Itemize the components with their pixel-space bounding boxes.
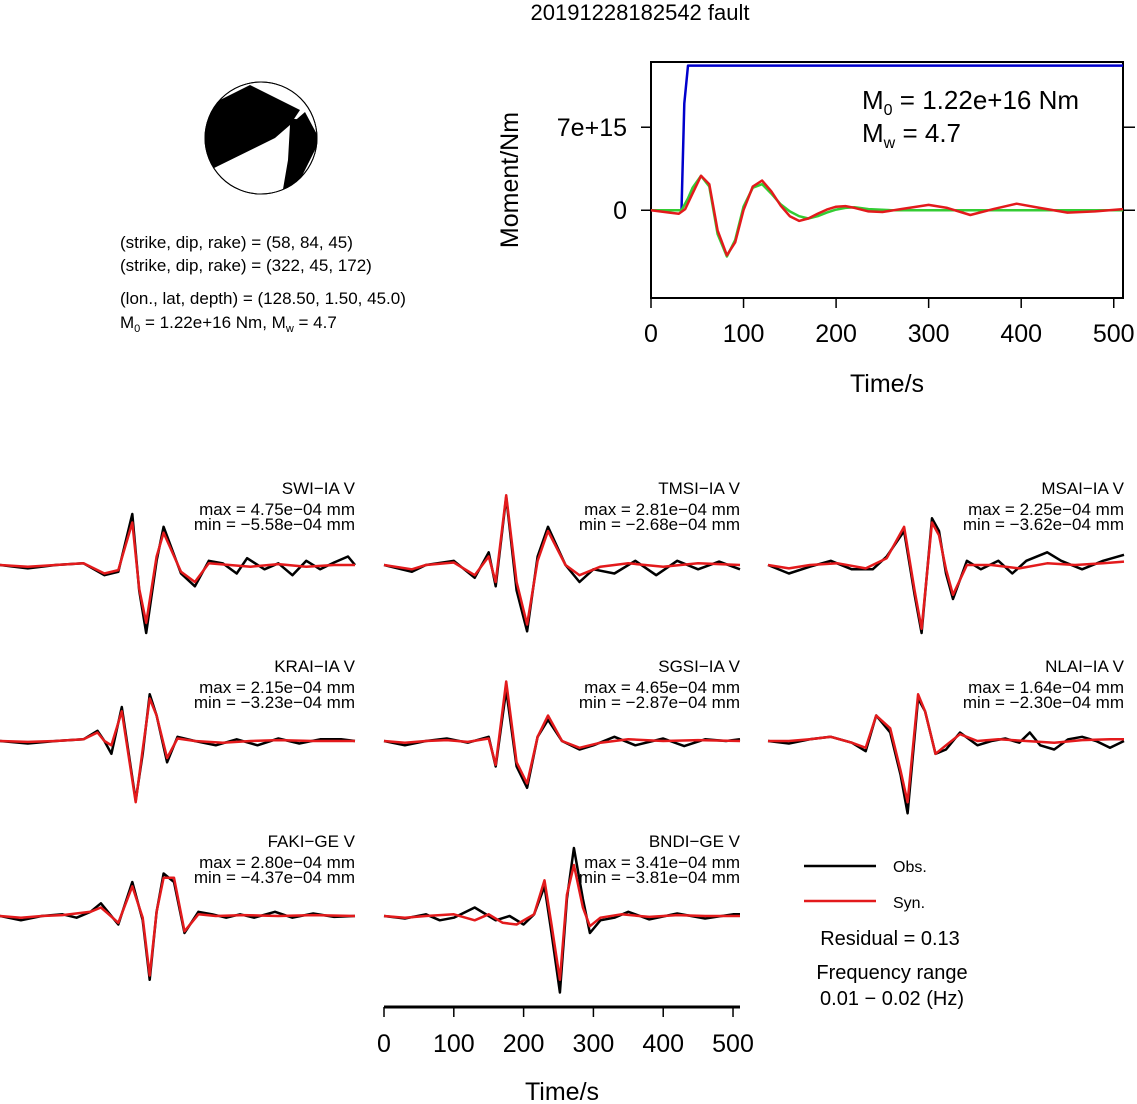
waveform-xlabel: Time/s (525, 1078, 599, 1104)
moment-ylabel: Moment/Nm (496, 112, 524, 248)
moment-xtick-label: 500 (1093, 320, 1135, 348)
mechanism-plane-1: (strike, dip, rake) = (58, 84, 45) (120, 233, 353, 252)
synthetic-waveform (383, 494, 741, 626)
station-min: min = −3.23e−04 mm (194, 693, 355, 712)
station-name: KRAI−IA V (274, 657, 355, 676)
synthetic-waveform (768, 693, 1124, 804)
station-name: SGSI−IA V (658, 657, 740, 676)
mechanism-location: (lon., lat, depth) = (128.50, 1.50, 45.0… (120, 289, 406, 308)
station-min: min = −2.30e−04 mm (963, 693, 1124, 712)
synthetic-waveform (0, 521, 355, 625)
moment-ytick-label: 0 (613, 197, 627, 225)
station-max: max = 2.81e−04 mm (584, 500, 740, 519)
station-min: min = −5.58e−04 mm (194, 515, 355, 534)
frequency-range-value: 0.01 − 0.02 (Hz) (820, 988, 964, 1010)
station-max: max = 2.15e−04 mm (199, 678, 355, 697)
moment-xtick-label: 400 (1000, 320, 1042, 348)
observed-waveform (0, 512, 356, 635)
moment-xtick-label: 0 (644, 320, 658, 348)
station-max: max = 3.41e−04 mm (584, 853, 740, 872)
synthetic-waveform (383, 863, 740, 982)
station-name: MSAI−IA V (1041, 479, 1124, 498)
station-name: SWI−IA V (282, 479, 356, 498)
moment-xtick-label: 200 (815, 320, 857, 348)
moment-xtick-label: 100 (723, 320, 765, 348)
waveform-xtick-label: 300 (573, 1030, 615, 1058)
waveform-xtick-label: 500 (712, 1030, 754, 1058)
station-max: max = 2.80e−04 mm (199, 853, 355, 872)
legend-syn-label: Syn. (893, 895, 925, 912)
frequency-range-label: Frequency range (816, 962, 967, 984)
station-max: max = 1.64e−04 mm (968, 678, 1124, 697)
station-min: min = −2.68e−04 mm (579, 515, 740, 534)
waveform-xtick-label: 400 (642, 1030, 684, 1058)
moment-xlabel: Time/s (850, 370, 924, 398)
station-min: min = −3.81e−04 mm (579, 868, 740, 887)
moment-ytick-label: 7e+15 (557, 114, 627, 142)
residual-text: Residual = 0.13 (820, 928, 960, 950)
synthetic-waveform (383, 680, 741, 785)
mechanism-moment: M0 = 1.22e+16 Nm, Mw = 4.7 (120, 313, 337, 335)
moment-mw-annotation: Mw = 4.7 (862, 118, 961, 152)
synthetic-waveform (767, 521, 1125, 631)
moment-plot-frame (650, 61, 1124, 299)
observed-waveform (767, 697, 1125, 815)
waveform-xtick-label: 100 (433, 1030, 475, 1058)
waveform-xtick-label: 0 (377, 1030, 391, 1058)
station-max: max = 4.75e−04 mm (199, 500, 355, 519)
figure-title: 20191228182542 fault (531, 0, 750, 25)
observed-waveform (767, 517, 1125, 635)
station-name: NLAI−IA V (1045, 657, 1125, 676)
station-max: max = 4.65e−04 mm (584, 678, 740, 697)
moment-xtick-label: 300 (908, 320, 950, 348)
focal-mechanism-beachball (204, 81, 318, 195)
station-name: BNDI−GE V (649, 832, 741, 851)
station-min: min = −3.62e−04 mm (963, 515, 1124, 534)
compressional-quadrant-2 (282, 112, 317, 194)
station-name: FAKI−GE V (268, 832, 356, 851)
station-name: TMSI−IA V (658, 479, 740, 498)
legend-obs-label: Obs. (893, 859, 927, 876)
mechanism-plane-2: (strike, dip, rake) = (322, 45, 172) (120, 256, 372, 275)
station-min: min = −4.37e−04 mm (194, 868, 355, 887)
station-min: min = −2.87e−04 mm (579, 693, 740, 712)
synthetic-waveform (0, 876, 356, 977)
compressional-quadrant-1 (205, 110, 305, 170)
waveform-xtick-label: 200 (503, 1030, 545, 1058)
legend: Obs. Syn. (804, 859, 927, 912)
moment-m0-annotation: M0 = 1.22e+16 Nm (862, 85, 1079, 119)
synthetic-waveform (0, 697, 355, 804)
moment-rate-line (650, 174, 1124, 257)
station-max: max = 2.25e−04 mm (968, 500, 1124, 519)
waveform-time-axis: 0 100 200 300 400 500 (377, 1005, 754, 1058)
